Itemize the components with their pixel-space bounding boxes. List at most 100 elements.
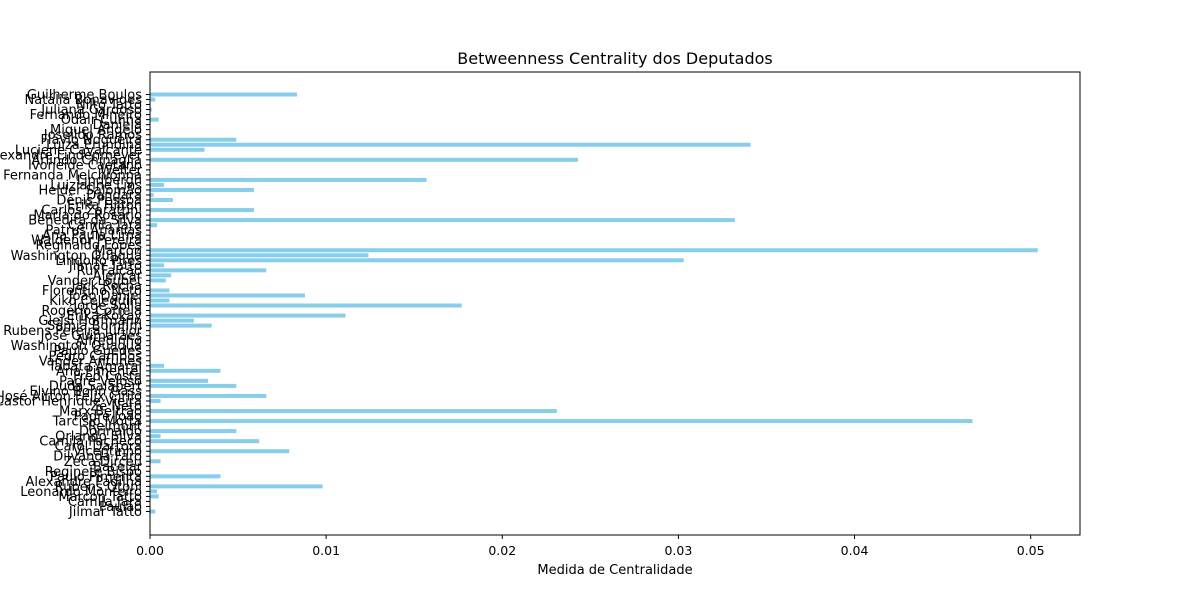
plot-area: [150, 92, 1038, 514]
bar: [150, 378, 209, 383]
bar: [150, 434, 161, 439]
x-tick-label: 0.04: [841, 543, 869, 558]
y-tick-label: Pedro Campos: [49, 349, 143, 364]
bar: [150, 288, 170, 293]
y-tick-label: Fernando Mineiro: [30, 108, 142, 123]
y-tick-label: José Guimarães: [40, 329, 143, 344]
bar: [150, 449, 290, 454]
y-tick-label: José Airton Félix Cirilo: [0, 389, 142, 404]
y-tick-label: Carlos Zarattini: [41, 204, 142, 219]
bar: [150, 253, 369, 258]
bar: [150, 92, 298, 97]
x-tick-label: 0.05: [1017, 543, 1045, 558]
bar: [150, 273, 172, 278]
y-tick-label: João Daniel: [68, 289, 142, 304]
bar: [150, 298, 170, 303]
y-tick-label: Ana Pimentel: [56, 364, 142, 379]
y-tick-label: Benedita da Silva: [28, 214, 142, 229]
bar: [150, 398, 161, 403]
bar: [150, 489, 158, 494]
bar: [150, 409, 557, 414]
bar: [150, 268, 267, 273]
bar: [150, 137, 237, 142]
y-tick-label: Vander Loubet: [48, 274, 142, 289]
x-axis-ticks: 0.00 0.01 0.02 0.03 0.04 0.05: [136, 535, 1045, 558]
y-tick-label: Alexandre Lindenmeyer: [0, 148, 143, 163]
y-tick-label: Maria do Rosário: [33, 209, 142, 224]
bar: [150, 313, 346, 318]
y-tick-label: Reginaldo Lopes: [36, 239, 143, 254]
y-tick-label: Vicentinho: [73, 445, 142, 460]
bar: [150, 192, 154, 197]
bar: [150, 182, 165, 187]
x-tick-label: 0.01: [312, 543, 340, 558]
y-tick-label: Sâmia Bomfim: [47, 319, 142, 334]
x-tick-label: 0.03: [664, 543, 692, 558]
y-tick-label: Jilmar Tatto: [68, 505, 142, 520]
y-tick-label: Luizianne Lins: [50, 178, 142, 193]
y-tick-label: Nilto Tatto: [76, 98, 142, 113]
y-tick-label: Camila Pacheco: [39, 435, 142, 450]
bar: [150, 263, 165, 268]
bar: [150, 107, 152, 112]
y-tick-label: Duda Salabert: [49, 379, 142, 394]
y-tick-label: Zeca Dirceu: [64, 455, 142, 470]
y-tick-label: Alfredinho: [76, 334, 142, 349]
y-tick-label: Reimont: [88, 420, 142, 435]
y-tick-label: Carol Dartora: [55, 440, 142, 455]
x-axis-label: Medida de Centralidade: [537, 563, 692, 578]
y-tick-label: Rubens Otoni: [55, 480, 142, 495]
y-tick-label: Bacelar: [93, 460, 143, 475]
y-tick-label: Leonardo Monteiro: [20, 485, 142, 500]
y-tick-label: Guilherme Boulos: [27, 88, 142, 103]
plot-frame: [149, 71, 1081, 536]
y-tick-label: Marcon: [94, 244, 142, 259]
bar: [150, 419, 973, 424]
x-tick-label: 0.02: [488, 543, 516, 558]
bar: [150, 303, 462, 308]
bar: [150, 248, 1038, 253]
y-tick-label: Waldenor Pereira: [31, 234, 142, 249]
y-tick-label: Alexandre Padilha: [25, 475, 142, 490]
bar: [150, 198, 173, 203]
bar: [150, 459, 161, 464]
y-tick-label: Natália Bonavides: [25, 93, 143, 108]
y-tick-label: Dorinaldo: [79, 425, 142, 440]
y-tick-label: Marx Beltrão: [59, 405, 142, 420]
y-tick-label: Fernanda Melchionna: [3, 168, 142, 183]
y-tick-label: Washington Quaquá: [11, 339, 142, 354]
y-tick-label: Welter: [100, 163, 143, 178]
bar: [150, 97, 156, 102]
y-tick-label: Lindbergh: [77, 173, 142, 188]
y-tick-label: Jorge Solla: [72, 299, 142, 314]
y-tick-label: Dênis Pessoa: [56, 194, 142, 209]
y-tick-label: Rui Falcão: [77, 264, 142, 279]
y-tick-label: Erika Kokay: [67, 309, 143, 324]
bar: [150, 258, 684, 263]
y-tick-label: Paulo Guedes: [54, 344, 143, 359]
y-tick-label: Orlando Silva: [55, 430, 142, 445]
y-tick-label: Luiza Erundina: [46, 138, 142, 153]
y-tick-label: Camila Jara: [68, 219, 142, 234]
y-tick-label: Lindolfo Pires: [55, 254, 142, 269]
y-tick-label: Marcon Tatto: [58, 490, 142, 505]
y-tick-label: Paulo Pimenta: [50, 470, 142, 485]
y-tick-label: Padre João: [74, 410, 142, 425]
y-tick-label: Florentino Neto: [42, 284, 142, 299]
bar: [150, 218, 735, 223]
bar: [150, 474, 221, 479]
bar: [150, 318, 195, 323]
y-tick-label: Miguel Ângelo: [50, 122, 142, 138]
bar: [150, 429, 237, 434]
y-tick-label: Washington Quaquá: [11, 249, 142, 264]
y-tick-label: Flávio Nogueira: [40, 133, 142, 148]
bar: [150, 147, 205, 152]
bar: [150, 494, 159, 499]
bar: [150, 278, 166, 283]
bar: [150, 393, 267, 398]
y-tick-label: Padre Veloso: [59, 374, 142, 389]
bar: [150, 439, 260, 444]
y-tick-label: Joseildo Ramos: [43, 128, 142, 143]
y-tick-label: Jack Rocha: [71, 279, 142, 294]
bar: [150, 293, 305, 298]
